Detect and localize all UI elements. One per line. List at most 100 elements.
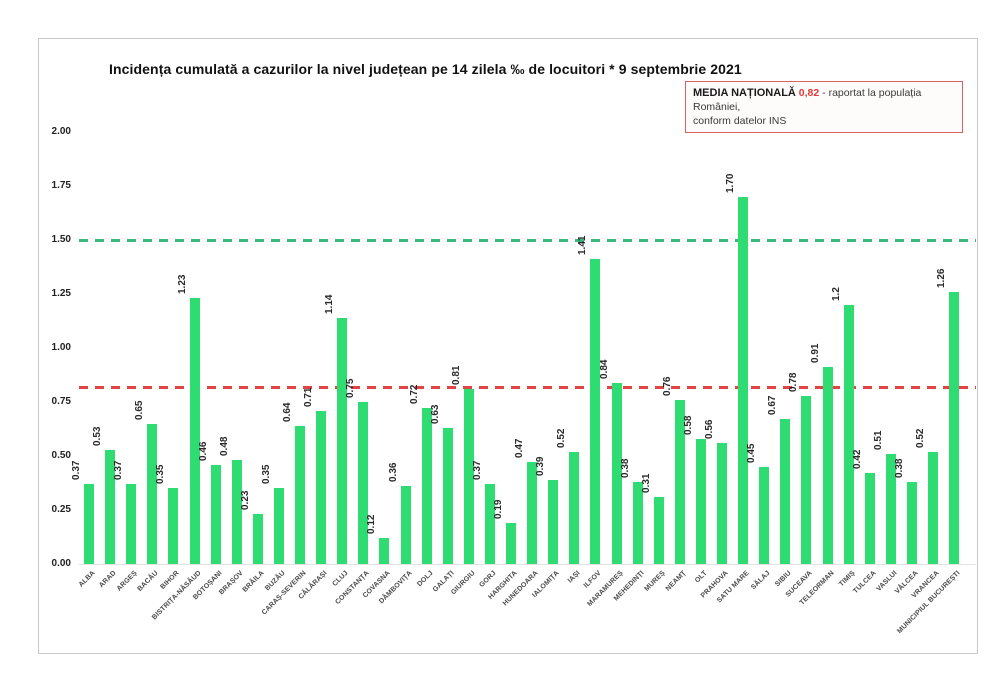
- bar: [231, 460, 242, 564]
- bar-value-label: 1.14: [324, 294, 336, 314]
- bar: [738, 196, 749, 564]
- y-axis-tick-label: 0.75: [51, 396, 71, 407]
- bar-value-label: 0.12: [366, 514, 378, 535]
- bar: [759, 466, 770, 564]
- bar: [126, 484, 137, 564]
- bar-value-label: 0.67: [767, 395, 779, 416]
- bar: [843, 304, 854, 564]
- y-axis-tick-label: 1.00: [51, 342, 71, 353]
- bar-value-label: 0.71: [303, 387, 315, 407]
- bar: [717, 443, 727, 564]
- bar-value-label: 0.19: [493, 499, 504, 519]
- national-average-value: 0,82: [798, 87, 820, 99]
- bar-value-label: 1.26: [936, 268, 948, 288]
- bar: [147, 423, 158, 564]
- bar-value-label: 0.52: [915, 428, 926, 448]
- bar-value-label: 0.63: [429, 404, 441, 424]
- bar: [273, 488, 284, 564]
- y-axis-tick-label: 1.25: [51, 288, 71, 299]
- bar: [337, 317, 348, 564]
- bar-value-label: 1.70: [725, 173, 737, 193]
- bar-value-label: 0.84: [598, 359, 610, 379]
- bar: [105, 449, 116, 564]
- bar: [780, 419, 791, 564]
- bar-value-label: 0.39: [535, 456, 547, 476]
- bar-value-label: 0.48: [218, 436, 230, 457]
- national-average-box: MEDIA NAȚIONALĂ 0,82 - raportat la popul…: [685, 81, 963, 133]
- bar: [527, 462, 538, 564]
- y-axis-tick-label: 1.75: [51, 180, 71, 191]
- bar-value-label: 0.56: [704, 419, 715, 440]
- bar: [484, 484, 495, 564]
- bar-value-label: 0.42: [851, 449, 863, 470]
- y-axis-tick-label: 2.00: [51, 126, 71, 137]
- bar-value-label: 0.46: [197, 441, 209, 461]
- bar-value-label: 0.78: [788, 372, 800, 392]
- bar-value-label: 0.91: [809, 343, 821, 364]
- bar: [295, 425, 305, 564]
- bar: [928, 451, 938, 564]
- bar-value-label: 0.31: [640, 473, 652, 494]
- bar: [316, 410, 327, 564]
- bar: [358, 402, 369, 564]
- bar-value-label: 0.52: [556, 428, 568, 448]
- bar-value-label: 0.51: [872, 430, 884, 450]
- bar-value-label: 1.23: [176, 274, 188, 295]
- x-axis-line: [79, 564, 976, 565]
- bar-value-label: 0.58: [682, 415, 694, 435]
- y-axis-tick-label: 1.50: [51, 234, 71, 245]
- upper-threshold-line: [79, 239, 976, 242]
- national-average-line: [79, 385, 976, 389]
- bar: [252, 514, 263, 564]
- bar: [864, 473, 875, 564]
- bar: [590, 259, 601, 564]
- y-axis-tick-label: 0.00: [51, 558, 71, 569]
- bar: [674, 399, 685, 564]
- bar: [632, 481, 643, 564]
- bar: [695, 438, 706, 564]
- bar: [463, 389, 474, 564]
- bar-value-label: 0.35: [155, 464, 167, 485]
- chart-panel: Incidența cumulată a cazurilor la nivel …: [38, 38, 978, 654]
- national-average-source: conform datelor INS: [693, 115, 787, 127]
- bar: [168, 488, 179, 564]
- bar-value-label: 0.81: [450, 365, 462, 386]
- bar-value-label: 1.41: [577, 235, 589, 256]
- bar: [84, 484, 94, 564]
- national-average-text: - raportat la populația României,: [693, 87, 922, 113]
- bar-value-label: 0.72: [408, 385, 420, 405]
- bar: [906, 481, 917, 564]
- bar-value-label: 0.76: [661, 376, 673, 396]
- bar-value-label: 1.2: [830, 286, 842, 301]
- bar-chart: 2.00 1.75 1.50 1.25 1.00 0.75 0.50 0.25 0.00 0.37…: [39, 39, 977, 653]
- bar-value-label: 0.47: [514, 439, 526, 459]
- bar: [653, 497, 664, 564]
- bar-value-label: 0.37: [113, 460, 125, 481]
- bar-value-label: 0.37: [471, 460, 483, 481]
- bar: [949, 291, 960, 564]
- bar: [400, 486, 411, 564]
- bar: [611, 382, 622, 564]
- chart-title: Incidența cumulată a cazurilor la nivel …: [109, 61, 742, 77]
- bar-value-label: 0.23: [239, 490, 251, 511]
- bar: [801, 395, 812, 564]
- bar: [569, 451, 580, 564]
- bar-value-label: 0.65: [134, 400, 146, 420]
- bar: [548, 479, 559, 564]
- bar-value-label: 0.36: [387, 462, 399, 483]
- national-average-label: MEDIA NAȚIONALĂ: [693, 87, 796, 99]
- bar-value-label: 0.53: [92, 426, 104, 446]
- bar-value-label: 0.45: [746, 443, 758, 463]
- bar-value-label: 0.38: [619, 458, 631, 478]
- bar-value-label: 0.38: [893, 458, 905, 478]
- bar: [506, 522, 516, 564]
- bar: [442, 427, 453, 564]
- bar: [822, 367, 833, 564]
- bar-value-label: 0.75: [345, 378, 357, 398]
- bar-value-label: 0.35: [260, 464, 272, 485]
- bar: [210, 464, 221, 564]
- bar-value-label: 0.37: [71, 460, 82, 481]
- bar-value-label: 0.64: [282, 402, 293, 422]
- y-axis-tick-label: 0.50: [51, 450, 71, 461]
- bar: [885, 453, 896, 564]
